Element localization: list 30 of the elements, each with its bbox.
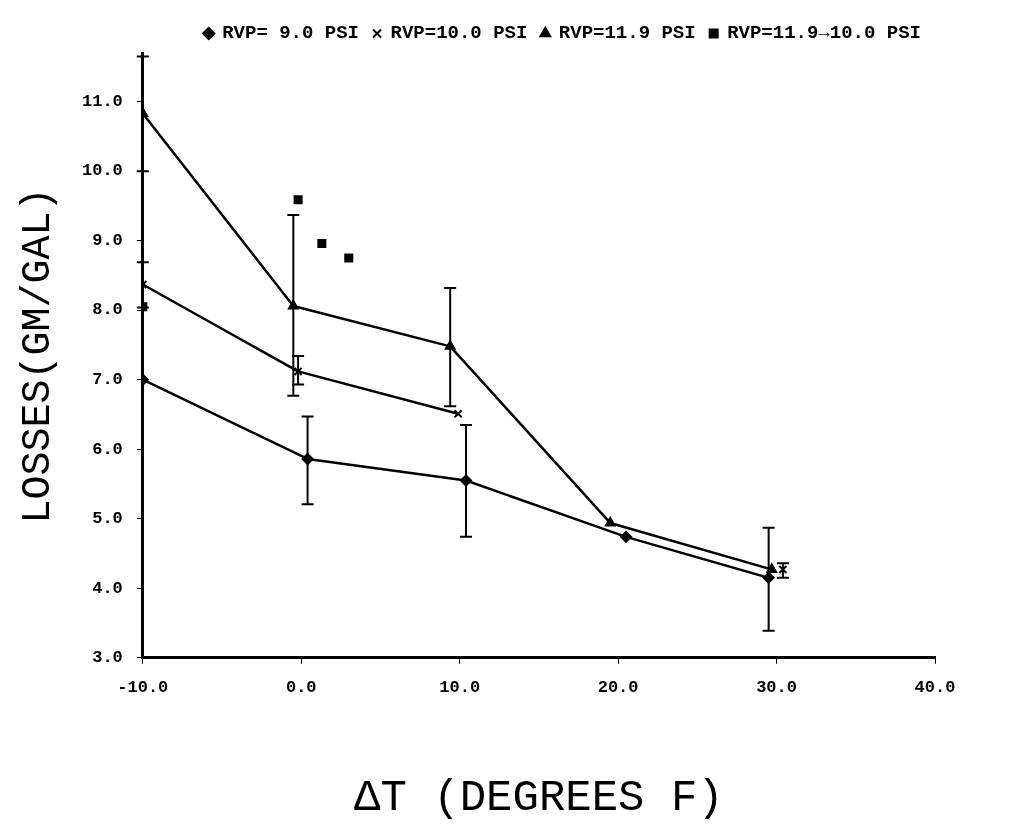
point [766,563,778,574]
y-tick-label: 11.0 [81,91,123,111]
x-axis-title: ΔT (DEGREES F) [354,773,724,824]
point [344,253,354,263]
point [293,366,303,376]
y-tick-label: 6.0 [92,439,123,459]
y-tick-label: 3.0 [92,648,123,668]
legend-label: RVP=11.9 PSI [558,22,696,45]
x-tick-label: -10.0 [117,678,169,698]
y-tick-label: 10.0 [81,161,123,181]
legend-label: RVP=10.0 PSI [390,22,528,45]
y-tick-label: 4.0 [92,578,123,598]
x-tick-label: 40.0 [914,678,956,698]
x-tick-label: 30.0 [756,678,797,698]
legend-label: RVP=11.9→10.0 PSI [727,22,922,45]
point [604,516,616,527]
x-tick-label: 20.0 [597,678,639,698]
legend-label: RVP= 9.0 PSI [222,22,360,45]
point [620,530,633,543]
y-tick-label: 7.0 [92,370,123,390]
y-axis-title: LOSSES(GM/GAL) [15,187,61,524]
y-tick-label: 5.0 [92,509,123,529]
y-tick-label: 8.0 [92,300,123,320]
point [317,238,327,249]
x-tick-label: 10.0 [439,678,481,698]
x-tick-label: 0.0 [285,678,317,698]
point [293,195,303,205]
point [778,564,788,575]
point [453,409,463,419]
y-tick-label: 9.0 [92,230,123,250]
